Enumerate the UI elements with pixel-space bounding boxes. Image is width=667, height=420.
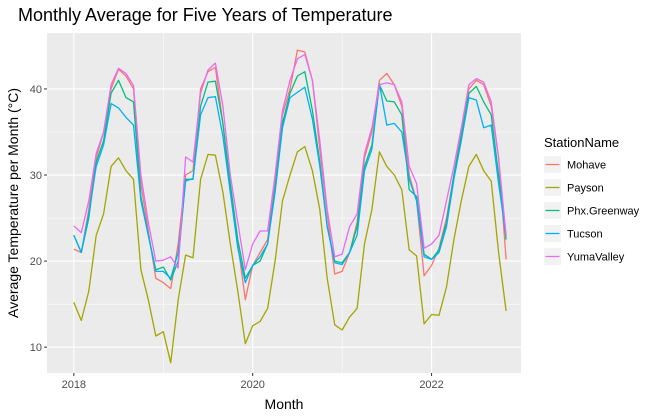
x-tick-label: 2020 xyxy=(240,379,264,391)
legend-label: Mohave xyxy=(567,160,606,172)
y-tick-label: 40 xyxy=(30,84,42,96)
y-tick-label: 20 xyxy=(30,256,42,268)
plot-panel xyxy=(47,33,521,373)
grid-major xyxy=(47,33,521,373)
legend-label: YumaValley xyxy=(567,252,625,264)
legend-label: Payson xyxy=(567,183,604,195)
series-lines xyxy=(73,49,507,364)
x-tick-label: 2018 xyxy=(62,379,86,391)
chart-title: Monthly Average for Five Years of Temper… xyxy=(18,5,393,25)
series-line-mohave xyxy=(73,49,507,301)
y-axis: 10 20 30 40 xyxy=(30,84,47,354)
x-tick-label: 2022 xyxy=(419,379,443,391)
legend-label: Tucson xyxy=(567,229,603,241)
legend: StationName Mohave Payson Phx.Greenway Tucs… xyxy=(544,135,640,265)
series-line-tucson xyxy=(73,83,507,284)
x-axis: 2018 2020 2022 xyxy=(62,373,444,391)
series-line-payson xyxy=(73,145,507,364)
legend-label: Phx.Greenway xyxy=(567,206,640,218)
y-axis-title: Average Temperature per Month (°C) xyxy=(5,88,21,318)
x-axis-title: Month xyxy=(265,396,304,412)
y-tick-label: 30 xyxy=(30,170,42,182)
series-line-yumavalley xyxy=(73,53,507,271)
legend-title: StationName xyxy=(544,135,619,150)
y-tick-label: 10 xyxy=(30,342,42,354)
